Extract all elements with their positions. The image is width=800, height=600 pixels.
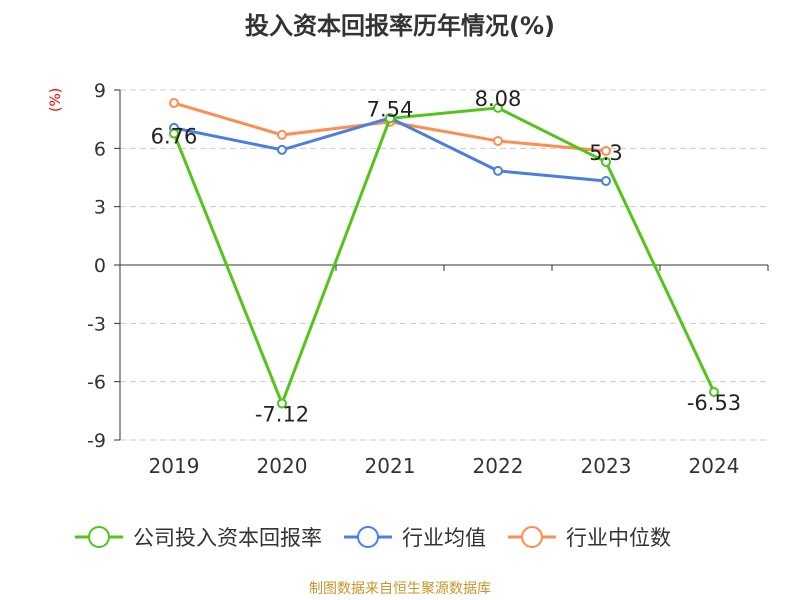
data-label: -7.12 <box>255 402 309 426</box>
data-point <box>601 176 611 186</box>
data-point <box>493 102 503 113</box>
y-tick-label: -6 <box>87 372 106 394</box>
x-tick-label: 2019 <box>149 454 200 478</box>
data-point <box>601 146 611 157</box>
x-tick-label: 2021 <box>365 454 416 478</box>
legend-label: 行业均值 <box>402 526 486 550</box>
legend-label: 公司投入资本回报率 <box>133 526 322 550</box>
data-label: -6.53 <box>687 391 741 415</box>
y-tick-label: -9 <box>87 430 106 452</box>
data-point <box>277 398 287 409</box>
data-point <box>601 156 611 167</box>
data-label: 8.08 <box>475 87 522 111</box>
y-tick-label: -3 <box>87 313 106 335</box>
legend-marker <box>357 526 379 548</box>
chart-title: 投入资本回报率历年情况(%) <box>245 12 555 40</box>
source-note: 制图数据来自恒生聚源数据库 <box>309 581 491 597</box>
data-point <box>277 129 287 140</box>
y-tick-label: 0 <box>94 255 106 277</box>
data-label: 7.54 <box>367 97 414 121</box>
data-label: 6.76 <box>151 125 198 149</box>
data-point <box>277 144 287 155</box>
data-point <box>493 135 503 146</box>
y-axis-label: (%) <box>48 87 64 112</box>
data-point <box>709 386 719 397</box>
x-tick-label: 2022 <box>473 454 524 478</box>
x-tick-label: 2024 <box>689 454 740 478</box>
legend-marker <box>521 526 543 548</box>
y-tick-label: 3 <box>94 197 106 219</box>
data-point <box>493 165 503 176</box>
y-tick-label: 6 <box>94 138 106 160</box>
x-tick-label: 2020 <box>257 454 308 478</box>
series-line-1 <box>173 116 607 183</box>
legend-marker <box>88 526 110 548</box>
x-tick-label: 2023 <box>581 454 632 478</box>
data-point <box>169 128 179 139</box>
legend-label: 行业中位数 <box>566 526 671 550</box>
series-line-0 <box>172 106 716 408</box>
data-point <box>169 98 179 109</box>
data-point <box>385 113 395 124</box>
y-tick-label: 9 <box>94 80 106 102</box>
data-label: 5.3 <box>589 141 622 165</box>
